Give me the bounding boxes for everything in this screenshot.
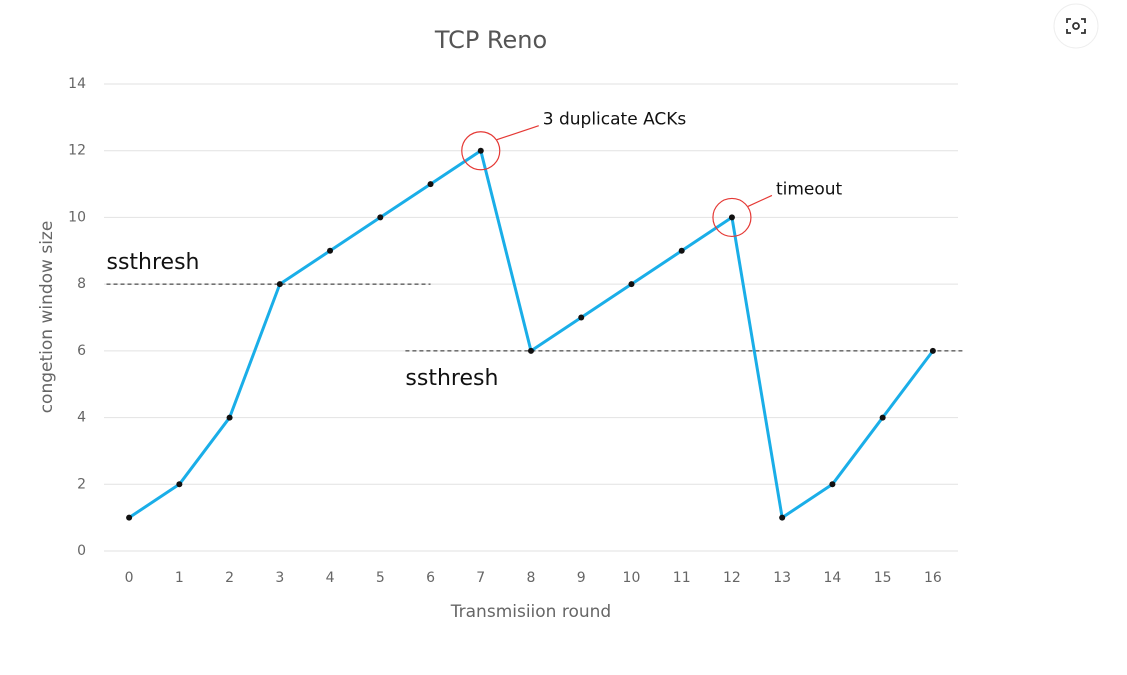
x-tick-label: 6: [426, 570, 435, 586]
x-tick-label: 14: [823, 570, 841, 586]
annotation-text: 3 duplicate ACKs: [543, 110, 687, 130]
data-point: [728, 214, 735, 221]
threshold-label: ssthresh: [107, 250, 200, 275]
annotation-circle: [461, 131, 501, 171]
x-axis-label: Transmisiion round: [450, 602, 611, 622]
x-tick-label: 8: [527, 570, 536, 586]
data-point: [327, 247, 334, 254]
annotation-leader: [747, 194, 773, 207]
x-tick-label: 7: [476, 570, 485, 586]
data-point: [176, 481, 183, 488]
chart-title: TCP Reno: [434, 26, 547, 54]
annotation-leader: [496, 125, 539, 141]
y-tick-label: 12: [68, 143, 86, 159]
series-line: [128, 149, 935, 520]
x-tick-label: 5: [376, 570, 385, 586]
x-tick-label: 3: [275, 570, 284, 586]
data-point: [829, 481, 836, 488]
annotation-circle: [712, 197, 752, 238]
y-tick-label: 8: [77, 276, 86, 292]
x-tick-label: 4: [326, 570, 335, 586]
data-point: [779, 514, 786, 521]
x-tick-label: 9: [577, 570, 586, 586]
data-point: [628, 281, 635, 288]
y-tick-label: 4: [77, 410, 86, 426]
y-axis-label: congetion window size: [37, 221, 57, 414]
data-point: [528, 347, 534, 354]
icon-button[interactable]: [1053, 3, 1099, 49]
data-point: [578, 314, 585, 321]
data-point: [276, 281, 283, 288]
x-tick-label: 10: [623, 570, 641, 586]
x-tick-label: 15: [874, 570, 892, 586]
x-tick-label: 12: [723, 570, 741, 586]
scan-icon[interactable]: [1053, 3, 1099, 49]
x-tick-label: 0: [125, 570, 134, 586]
data-point: [427, 181, 434, 188]
data-point: [126, 514, 133, 521]
icon-frame: [1066, 18, 1086, 34]
data-point: [477, 147, 484, 154]
x-tick-label: 11: [673, 570, 691, 586]
data-point: [879, 414, 886, 421]
x-tick-label: 13: [773, 570, 791, 586]
x-tick-label: 16: [924, 570, 942, 586]
data-point: [678, 247, 685, 254]
data-point: [226, 414, 233, 421]
y-tick-label: 0: [77, 543, 86, 559]
annotation-text: timeout: [776, 179, 843, 199]
x-tick-label: 2: [225, 570, 234, 586]
threshold-label: ssthresh: [405, 366, 498, 391]
data-point: [377, 214, 384, 221]
data-point: [929, 347, 936, 354]
y-tick-label: 2: [77, 476, 86, 492]
y-tick-label: 10: [68, 209, 86, 225]
y-tick-label: 14: [68, 76, 86, 92]
icon-dot: [1072, 22, 1080, 30]
x-tick-label: 1: [175, 570, 184, 586]
y-tick-label: 6: [77, 343, 86, 359]
